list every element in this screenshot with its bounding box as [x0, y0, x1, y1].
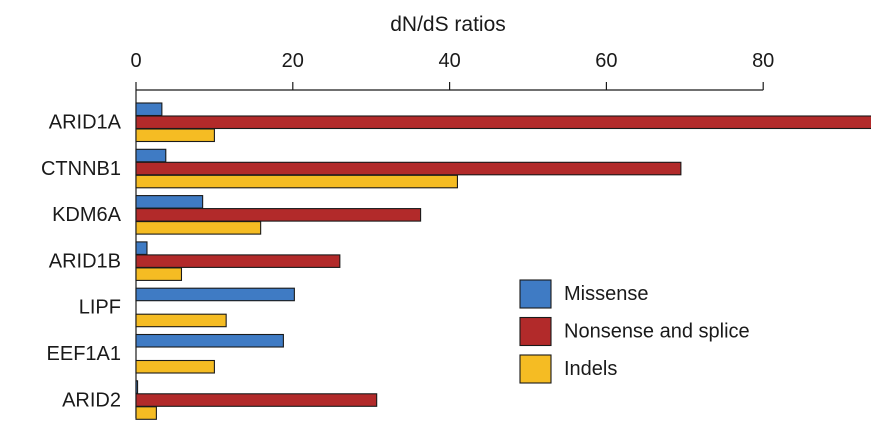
bar-arid1a-indels [135, 128, 215, 143]
bar-eef1a1-indels [135, 359, 215, 374]
category-label-eef1a1: EEF1A1 [47, 343, 121, 365]
x-tick-label: 0 [130, 50, 141, 72]
x-tick-label: 20 [282, 50, 304, 72]
category-label-arid1b: ARID1B [49, 250, 121, 272]
x-axis-title: dN/dS ratios [390, 13, 506, 36]
bars [135, 102, 871, 420]
x-axis: 0 20 40 60 80 [130, 50, 774, 418]
category-label-ctnnb1: CTNNB1 [41, 158, 121, 180]
category-label-kdm6a: KDM6A [52, 204, 122, 226]
bar-arid1a-nonsense-and-splice [135, 115, 871, 130]
legend: Missense Nonsense and splice Indels [519, 279, 750, 384]
legend-label-missense: Missense [564, 283, 648, 305]
bar-arid1b-nonsense-and-splice [135, 254, 341, 268]
bar-arid1b-indels [135, 267, 183, 281]
bar-arid2-nonsense-and-splice [135, 393, 378, 407]
bar-arid1b-missense [135, 241, 148, 255]
legend-swatch-indels [519, 354, 552, 384]
category-labels: ARID1A CTNNB1 KDM6A ARID1B LIPF EEF1A1 ARID2 [41, 112, 122, 412]
bar-arid2-missense [135, 380, 139, 394]
legend-swatch-missense [519, 279, 552, 309]
category-label-lipf: LIPF [79, 297, 121, 319]
x-tick-label: 40 [438, 50, 460, 72]
bar-kdm6a-missense [135, 195, 204, 209]
bar-lipf-indels [135, 313, 227, 328]
bar-lipf-missense [135, 287, 295, 302]
legend-swatch-nonsense-and-splice [519, 316, 552, 347]
bar-kdm6a-nonsense-and-splice [135, 208, 422, 222]
bar-ctnnb1-indels [135, 174, 458, 189]
bar-eef1a1-missense [135, 333, 284, 348]
legend-label-indels: Indels [564, 358, 617, 380]
bar-arid2-indels [135, 406, 157, 420]
x-tick-label: 60 [595, 50, 617, 72]
category-label-arid1a: ARID1A [49, 112, 122, 134]
legend-label-nonsense-and-splice: Nonsense and splice [564, 321, 750, 343]
x-tick-label: 80 [752, 50, 774, 72]
category-label-arid2: ARID2 [62, 389, 121, 411]
bar-kdm6a-indels [135, 221, 262, 235]
bar-ctnnb1-missense [135, 148, 167, 163]
bar-ctnnb1-nonsense-and-splice [135, 161, 682, 176]
bar-arid1a-missense [135, 102, 163, 117]
